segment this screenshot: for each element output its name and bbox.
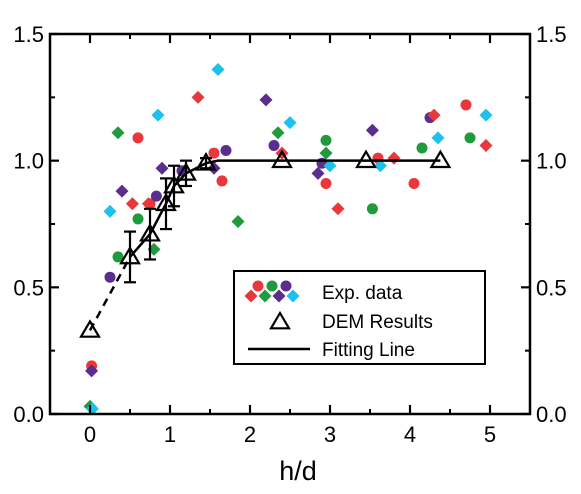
legend: Exp. data DEM Results Fitting Line: [233, 270, 486, 365]
exp-point-purple-diamond: [85, 364, 99, 378]
legend-sample-green-diamond: [258, 289, 272, 303]
exp-point-purple-diamond: [311, 166, 325, 180]
exp-point-red-circle: [320, 177, 332, 189]
legend-sample-red-diamond: [244, 289, 258, 303]
exp-point-red-diamond: [479, 138, 493, 152]
y-tick-label-right: 0.5: [536, 275, 567, 300]
exp-point-red-diamond: [331, 202, 345, 216]
exp-point-red-diamond: [387, 151, 401, 165]
exp-point-purple-circle: [268, 139, 280, 151]
dem-result-point: [79, 319, 101, 338]
exp-point-green-diamond: [231, 214, 245, 228]
exp-point-green-diamond: [319, 146, 333, 160]
exp-point-green-circle: [464, 132, 476, 144]
exp-point-green-circle: [132, 213, 144, 225]
y-tick-label-right: 1.0: [536, 149, 567, 174]
exp-point-red-circle: [408, 177, 420, 189]
exp-point-purple-circle: [220, 145, 232, 157]
dem-result-point: [155, 192, 177, 212]
dem-result-point: [119, 245, 141, 265]
exp-point-green-circle: [320, 134, 332, 146]
fitting-line-dashed: [88, 256, 132, 331]
exp-point-green-diamond: [271, 126, 285, 140]
x-tick-label: 4: [404, 422, 416, 447]
exp-point-cyan-diamond: [479, 108, 493, 122]
legend-sample-purple-diamond: [272, 289, 286, 303]
legend-label-exp-data: Exp. data: [322, 283, 403, 304]
exp-point-red-circle: [208, 147, 220, 159]
exp-point-cyan-diamond: [373, 159, 387, 173]
dem-result-point: [163, 174, 185, 194]
x-tick-label: 5: [484, 422, 496, 447]
exp-point-purple-diamond: [155, 161, 169, 175]
legend-label-fitting-line: Fitting Line: [322, 340, 415, 361]
legend-sample-cyan-diamond: [286, 289, 300, 303]
exp-point-cyan-diamond: [323, 159, 337, 173]
exp-point-red-diamond: [427, 108, 441, 122]
exp-point-cyan-diamond: [211, 62, 225, 76]
exp-point-green-circle: [416, 142, 428, 154]
x-tick-label: 2: [244, 422, 256, 447]
dem-result-point: [139, 222, 161, 242]
x-tick-label: 0: [84, 422, 96, 447]
exp-point-purple-diamond: [365, 123, 379, 137]
y-tick-label-right: 1.5: [536, 22, 567, 47]
dem-result-point: [355, 149, 377, 169]
legend-label-dem-results: DEM Results: [322, 312, 433, 333]
exp-point-purple-diamond: [259, 93, 273, 107]
exp-point-purple-diamond: [115, 184, 129, 198]
exp-point-red-circle: [132, 132, 144, 144]
legend-sample-purple-circle: [280, 280, 292, 292]
y-tick-label-left: 0.5: [13, 275, 44, 300]
exp-point-purple-circle: [150, 190, 162, 202]
fitting-line-solid: [129, 159, 441, 258]
y-tick-label-left: 1.5: [13, 22, 44, 47]
exp-point-green-diamond: [111, 126, 125, 140]
plot-layer: [79, 62, 493, 416]
exp-point-red-circle: [216, 175, 228, 187]
exp-point-cyan-diamond: [283, 116, 297, 130]
dem-result-point: [195, 152, 217, 171]
exp-point-green-circle: [366, 203, 378, 215]
exp-point-purple-circle: [104, 271, 116, 283]
dem-result-point: [271, 149, 293, 169]
exp-point-red-diamond: [141, 197, 155, 211]
exp-point-cyan-diamond: [151, 108, 165, 122]
y-tick-label-left: 1.0: [13, 149, 44, 174]
axis-layer: 0 1 2 3 4 5 0.0 0.0 0.5 0.5 1.0 1.0 1.5 1.5: [13, 22, 566, 447]
legend-sample-red-circle: [252, 280, 264, 292]
legend-sample-triangle: [269, 310, 291, 330]
exp-point-red-circle: [460, 99, 472, 111]
exp-point-red-diamond: [125, 197, 139, 211]
y-tick-label-left: 0.0: [13, 402, 44, 427]
legend-sample-green-circle: [266, 280, 278, 292]
x-tick-label: 3: [324, 422, 336, 447]
dem-result-point: [429, 149, 452, 169]
exp-point-cyan-diamond: [103, 204, 117, 218]
x-tick-label: 1: [164, 422, 176, 447]
dem-result-point: [175, 162, 197, 181]
exp-point-red-diamond: [191, 90, 205, 104]
exp-point-cyan-diamond: [431, 131, 445, 145]
x-axis-title: h/d: [279, 456, 317, 486]
exp-point-green-circle: [112, 251, 124, 263]
y-tick-label-right: 0.0: [536, 402, 567, 427]
